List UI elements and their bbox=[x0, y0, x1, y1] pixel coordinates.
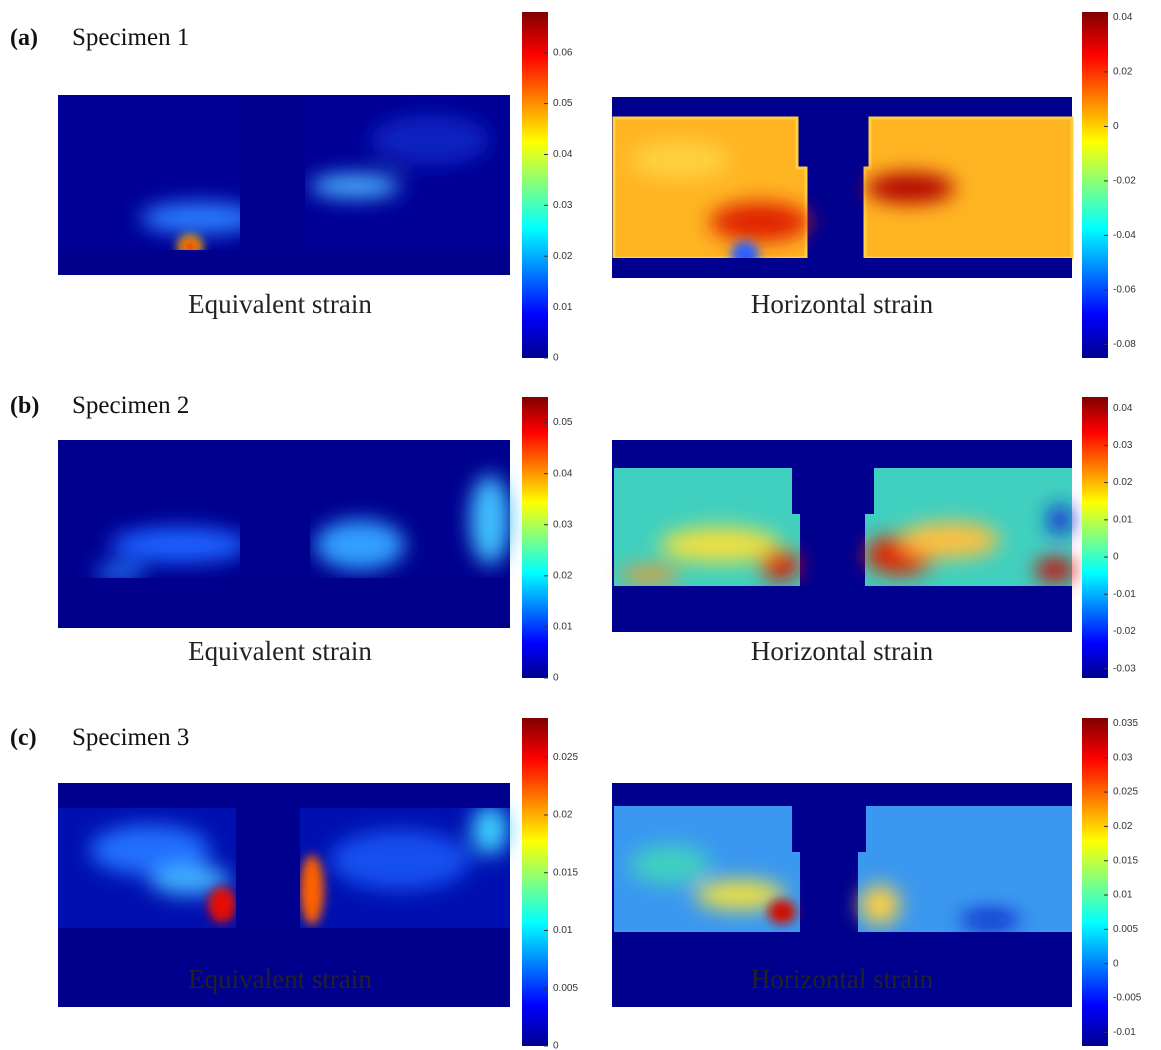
colorbar-tick-label: 0 bbox=[1113, 958, 1119, 969]
colorbar-tick-label: 0.04 bbox=[1113, 12, 1133, 23]
colorbar-tick-label: -0.01 bbox=[1113, 1027, 1136, 1038]
colorbar bbox=[522, 397, 548, 678]
colorbar-tick-label: -0.02 bbox=[1113, 626, 1136, 637]
colorbar-tick-label: 0.03 bbox=[1113, 440, 1133, 451]
strain-map bbox=[612, 97, 1074, 278]
colorbar-tick-label: 0 bbox=[553, 673, 559, 684]
colorbar-tick-label: 0.025 bbox=[553, 752, 578, 763]
colorbar-tick-label: 0.04 bbox=[553, 468, 573, 479]
colorbar-tick-label: 0.01 bbox=[1113, 514, 1133, 525]
colorbar-tick-label: 0.02 bbox=[553, 570, 573, 581]
colorbar-tick-label: 0.035 bbox=[1113, 718, 1138, 729]
colorbar-tick-label: 0.01 bbox=[553, 622, 573, 633]
colorbar-tick-label: -0.04 bbox=[1113, 230, 1136, 241]
colorbar-tick-label: 0.02 bbox=[553, 251, 573, 262]
colorbar-tick-label: 0.05 bbox=[553, 98, 573, 109]
colorbar-tick-label: 0.03 bbox=[553, 200, 573, 211]
colorbar-tick-label: -0.02 bbox=[1113, 176, 1136, 187]
colorbar-tick-label: 0 bbox=[1113, 121, 1119, 132]
colorbar-tick-label: 0 bbox=[553, 353, 559, 364]
map-caption: Horizontal strain bbox=[751, 964, 934, 994]
strain-map bbox=[612, 440, 1075, 632]
panel-label: (a) bbox=[10, 25, 38, 51]
colorbar-tick-label: -0.06 bbox=[1113, 285, 1136, 296]
colorbar-tick-label: 0.05 bbox=[553, 417, 573, 428]
colorbar-tick-label: 0.01 bbox=[553, 302, 573, 313]
colorbar bbox=[522, 718, 548, 1046]
map-caption: Equivalent strain bbox=[188, 289, 372, 319]
colorbar-tick-label: -0.005 bbox=[1113, 993, 1142, 1004]
map-caption: Horizontal strain bbox=[751, 636, 934, 666]
colorbar-tick-label: 0.02 bbox=[1113, 67, 1133, 78]
strain-map bbox=[58, 440, 510, 628]
strain-map bbox=[58, 95, 510, 275]
colorbar-tick-label: 0 bbox=[553, 1041, 559, 1050]
colorbar-tick-label: 0.02 bbox=[1113, 477, 1133, 488]
colorbar-tick-label: 0.01 bbox=[1113, 890, 1133, 901]
panel-label: (b) bbox=[10, 393, 39, 419]
colorbar-tick-label: 0.03 bbox=[1113, 752, 1133, 763]
colorbar-tick-label: 0.02 bbox=[553, 810, 573, 821]
colorbar-tick-label: 0.015 bbox=[1113, 855, 1138, 866]
colorbar-tick-label: 0.04 bbox=[553, 149, 573, 160]
colorbar-tick-label: 0.04 bbox=[1113, 403, 1133, 414]
colorbar bbox=[1082, 12, 1108, 358]
colorbar bbox=[1082, 397, 1108, 678]
colorbar bbox=[522, 12, 548, 358]
colorbar-tick-label: -0.03 bbox=[1113, 663, 1136, 674]
map-caption: Equivalent strain bbox=[188, 964, 372, 994]
colorbar-tick-label: -0.08 bbox=[1113, 339, 1136, 350]
colorbar-tick-label: 0 bbox=[1113, 552, 1119, 563]
colorbar-tick-label: -0.01 bbox=[1113, 589, 1136, 600]
panel-title: Specimen 2 bbox=[72, 392, 189, 419]
colorbar-tick-label: 0.02 bbox=[1113, 821, 1133, 832]
panel-title: Specimen 3 bbox=[72, 724, 189, 751]
map-caption: Equivalent strain bbox=[188, 636, 372, 666]
colorbar bbox=[1082, 718, 1108, 1046]
panel-label: (c) bbox=[10, 725, 37, 751]
colorbar-tick-label: 0.01 bbox=[553, 925, 573, 936]
colorbar-tick-label: 0.005 bbox=[1113, 924, 1138, 935]
map-caption: Horizontal strain bbox=[751, 289, 934, 319]
strain-map bbox=[612, 783, 1072, 1007]
panel-title: Specimen 1 bbox=[72, 24, 189, 51]
strain-map bbox=[58, 783, 510, 1007]
colorbar-tick-label: 0.015 bbox=[553, 867, 578, 878]
colorbar-tick-label: 0.03 bbox=[553, 519, 573, 530]
colorbar-tick-label: 0.005 bbox=[553, 983, 578, 994]
colorbar-tick-label: 0.06 bbox=[553, 47, 573, 58]
colorbar-tick-label: 0.025 bbox=[1113, 787, 1138, 798]
